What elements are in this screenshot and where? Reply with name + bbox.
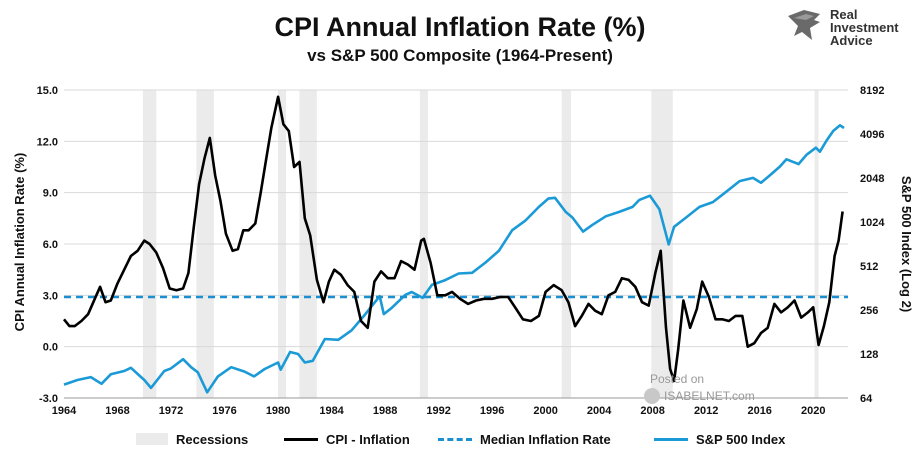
x-tick-label: 2020 [801,405,825,417]
y2-tick-label: 2048 [860,173,884,185]
x-tick-label: 2016 [747,405,771,417]
y2-tick-label: 8192 [860,85,884,97]
globe-icon [644,388,660,404]
cpi-line [62,95,844,383]
watermark-posted: Posted on [650,372,705,386]
axis-ticks: -3.0 0.0 3.0 6.0 9.0 12.0 15.0 64 128 256 512 1024 2… [37,85,886,417]
x-tick-label: 2004 [587,405,612,417]
y2-tick-label: 256 [860,305,878,317]
x-tick-label: 2012 [694,405,718,417]
cpi-series [62,95,844,383]
x-tick-label: 1972 [159,405,183,417]
legend-swatch-sp500 [654,437,688,441]
y2-tick-label: 512 [860,261,878,273]
x-tick-label: 1988 [373,405,397,417]
eagle-icon [788,10,820,40]
legend-swatch-median [438,437,472,441]
chart-title: CPI Annual Inflation Rate (%) [274,12,646,42]
logo-line-3: Advice [830,33,873,48]
x-tick-label: 1964 [52,405,77,417]
chart: -3.0 0.0 3.0 6.0 9.0 12.0 15.0 64 128 256 512 1024 2… [12,85,914,417]
y-tick-label: 15.0 [37,85,58,97]
legend-label-sp500: S&P 500 Index [696,431,786,447]
y2-tick-label: 1024 [860,217,885,229]
watermark: Posted on ISABELNET.com [640,372,780,404]
y2-tick-label: 64 [860,393,873,405]
legend-swatch-cpi [284,437,318,441]
y-tick-label: -3.0 [39,393,58,405]
watermark-site: ISABELNET.com [664,389,755,403]
y2-axis-label: S&P 500 Index (Log 2) [899,176,914,312]
x-tick-label: 1980 [266,405,290,417]
legend-item-sp500: S&P 500 Index [654,429,785,449]
x-tick-label: 2008 [640,405,664,417]
y-tick-label: 6.0 [43,239,58,251]
y-tick-label: 9.0 [43,188,58,200]
y-tick-label: 3.0 [43,290,58,302]
x-tick-label: 2000 [533,405,557,417]
legend-swatch-recessions [136,433,168,445]
y2-tick-label: 128 [860,349,878,361]
legend: Recessions CPI - Inflation Median Inflat… [0,429,920,449]
legend-label-recessions: Recessions [176,431,249,447]
x-tick-label: 1968 [105,405,129,417]
y2-tick-label: 4096 [860,129,884,141]
logo: Real Investment Advice [784,6,914,48]
chart-subtitle: vs S&P 500 Composite (1964-Present) [307,46,613,65]
x-tick-label: 1992 [426,405,450,417]
sp500-line [63,124,845,394]
sp500-series [63,124,845,394]
x-tick-label: 1996 [480,405,504,417]
x-tick-label: 1984 [319,405,344,417]
legend-label-cpi: CPI - Inflation [326,431,410,447]
legend-item-median: Median Inflation Rate [438,429,611,449]
y-axis-label: CPI Annual Inflation Rate (%) [12,153,27,332]
legend-item-recessions: Recessions [136,429,248,449]
legend-label-median: Median Inflation Rate [480,431,611,447]
x-tick-label: 1976 [212,405,236,417]
logo-line-2: Investment [830,20,899,35]
logo-line-1: Real [830,7,858,22]
legend-item-cpi: CPI - Inflation [284,429,410,449]
y-tick-label: 0.0 [43,342,58,354]
y-tick-label: 12.0 [37,136,58,148]
gridlines [64,89,848,399]
